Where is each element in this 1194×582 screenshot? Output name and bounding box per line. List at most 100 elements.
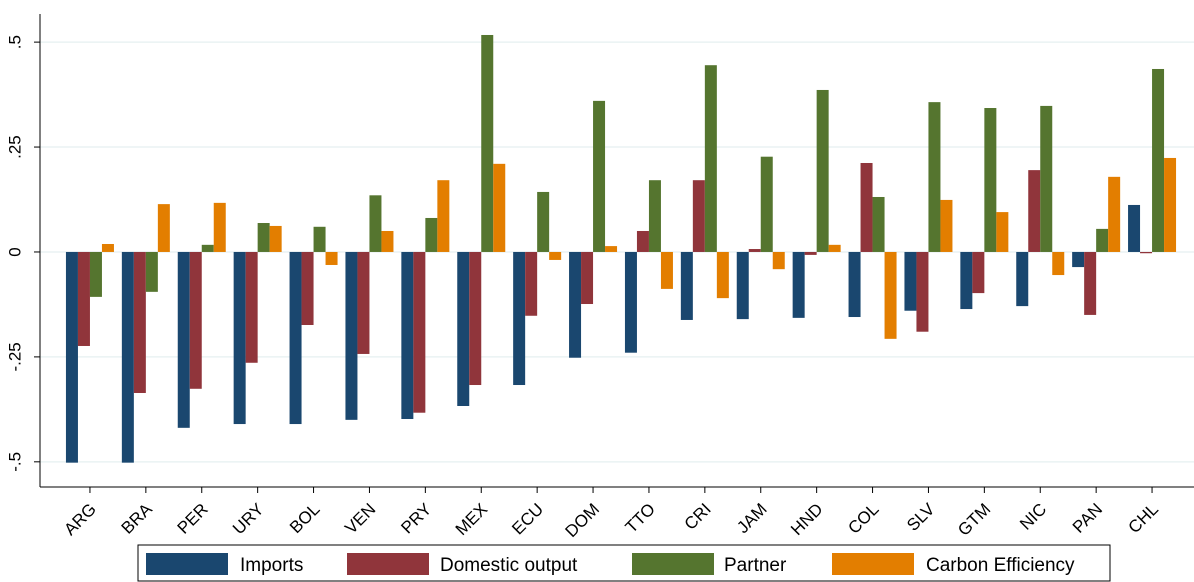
x-tick-label: JAM xyxy=(733,500,770,537)
legend-swatch xyxy=(347,553,429,575)
bar xyxy=(792,251,805,318)
bar xyxy=(213,202,226,252)
bar xyxy=(481,34,494,252)
bar xyxy=(760,156,773,252)
bar xyxy=(177,251,190,428)
bar xyxy=(996,212,1009,252)
x-tick-label: SLV xyxy=(903,499,939,535)
y-tick-label: -.5 xyxy=(5,452,24,472)
bar xyxy=(816,89,829,252)
bar xyxy=(736,251,749,320)
y-tick-label: 0 xyxy=(5,247,24,256)
bar xyxy=(972,251,985,294)
bar xyxy=(772,251,785,270)
bar xyxy=(704,65,717,252)
bar xyxy=(1152,68,1165,252)
bar xyxy=(525,251,538,316)
bar xyxy=(89,251,102,297)
bar xyxy=(493,163,506,252)
bar xyxy=(425,217,438,252)
bar xyxy=(848,251,861,318)
bar xyxy=(916,251,929,332)
bar xyxy=(1072,251,1085,268)
bar xyxy=(201,244,214,252)
bar xyxy=(860,162,873,252)
legend: Imports Domestic output Partner Carbon Effi… xyxy=(146,553,1075,576)
bar xyxy=(648,180,661,252)
bar xyxy=(960,251,973,310)
bar xyxy=(233,251,246,425)
bar xyxy=(121,251,134,463)
bar xyxy=(1028,170,1041,252)
bar xyxy=(133,251,146,393)
bar xyxy=(581,251,594,305)
bar xyxy=(357,251,370,354)
bar xyxy=(1164,157,1177,252)
bar xyxy=(1108,176,1121,252)
bar xyxy=(569,251,582,358)
x-tick-label: CHL xyxy=(1125,500,1162,537)
x-tick-label: NIC xyxy=(1016,500,1050,534)
bar xyxy=(928,102,941,252)
bar xyxy=(1096,228,1109,252)
bar xyxy=(804,251,817,255)
x-tick-label: COL xyxy=(844,500,882,538)
legend-swatch xyxy=(832,553,914,575)
legend-label: Partner xyxy=(724,555,787,576)
x-tick-label: URY xyxy=(229,500,268,539)
bar xyxy=(904,251,917,311)
x-tick-label: HND xyxy=(787,500,826,539)
bar xyxy=(245,251,258,363)
bar xyxy=(1016,251,1029,307)
bar xyxy=(984,108,997,252)
x-tick-label: CRI xyxy=(681,500,715,534)
x-tick-label: GTM xyxy=(954,500,994,540)
x-tick-label: ARG xyxy=(60,500,99,539)
bar xyxy=(301,251,314,325)
bar xyxy=(145,251,158,292)
bar xyxy=(513,251,526,386)
bar xyxy=(716,251,729,299)
bar xyxy=(940,199,953,252)
bar xyxy=(605,246,618,252)
bar xyxy=(748,249,761,252)
bar xyxy=(469,251,482,386)
x-tick-label: PER xyxy=(174,500,212,538)
bar xyxy=(313,226,326,252)
bar xyxy=(1128,204,1141,252)
bar xyxy=(101,243,114,252)
x-tick-label: PAN xyxy=(1069,500,1106,537)
bar xyxy=(257,223,270,252)
bar xyxy=(636,230,649,252)
bar xyxy=(289,251,302,425)
bar xyxy=(437,180,450,252)
bar xyxy=(537,191,550,252)
bar xyxy=(413,251,426,413)
legend-label: Carbon Efficiency xyxy=(926,555,1075,576)
bar xyxy=(65,251,78,463)
bar xyxy=(1040,105,1053,252)
bar xyxy=(157,204,170,252)
legend-label: Domestic output xyxy=(440,555,578,576)
x-tick-label: BOL xyxy=(286,500,323,537)
legend-box xyxy=(137,544,1111,582)
x-tick-label: ECU xyxy=(508,500,547,539)
bar xyxy=(77,251,90,346)
bar xyxy=(872,196,885,252)
bar xyxy=(269,225,282,252)
legend-swatch xyxy=(146,553,228,575)
x-tick-label: PRY xyxy=(397,500,435,538)
bar xyxy=(828,244,841,252)
x-tick-label: VEN xyxy=(341,500,379,538)
bar xyxy=(884,251,897,339)
legend-label: Imports xyxy=(240,555,303,576)
bar xyxy=(325,251,338,265)
bar xyxy=(381,230,394,252)
bar xyxy=(457,251,470,406)
bar xyxy=(549,251,562,260)
bar xyxy=(660,251,673,289)
bar xyxy=(680,251,693,320)
x-tick-label: DOM xyxy=(562,500,603,541)
y-tick-label: .25 xyxy=(5,135,24,159)
bar xyxy=(624,251,637,353)
